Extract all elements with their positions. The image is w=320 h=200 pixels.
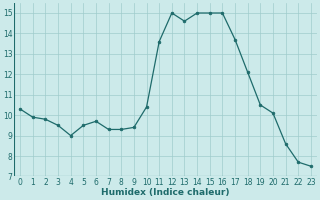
X-axis label: Humidex (Indice chaleur): Humidex (Indice chaleur) (101, 188, 230, 197)
